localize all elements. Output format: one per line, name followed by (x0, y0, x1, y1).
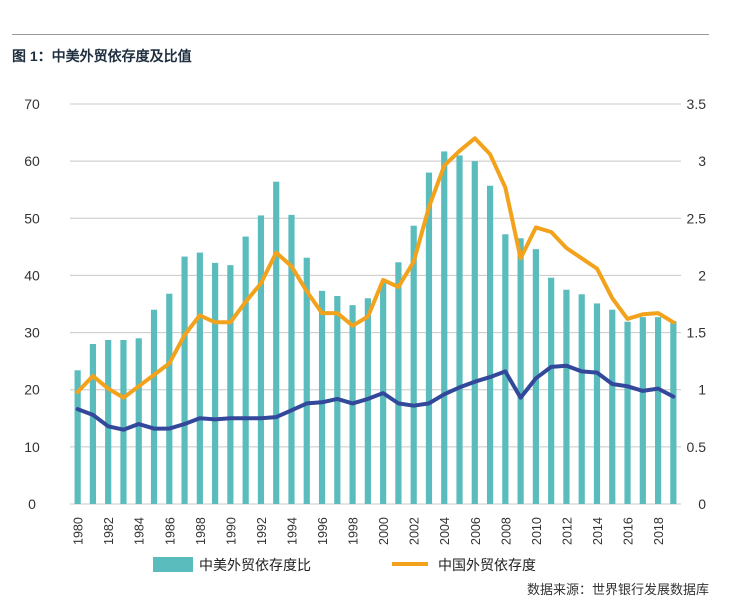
legend: 中美外贸依存度比 中国外贸依存度 (153, 557, 536, 573)
chart-title: 图 1：中美外贸依存度及比值 (12, 48, 192, 64)
x-tick-label: 1986 (163, 517, 177, 545)
right-tick-label: 2 (698, 267, 706, 283)
legend-swatch-bar (153, 557, 193, 572)
line-ratio (75, 363, 676, 432)
top-rule (12, 34, 709, 35)
bar-2007 (486, 185, 494, 504)
bar-1983 (120, 340, 127, 504)
bar-1985 (150, 309, 158, 504)
bar-1981 (89, 344, 97, 504)
bar-1984 (135, 338, 142, 504)
gridlines (70, 103, 681, 505)
x-tick-label: 2012 (560, 517, 574, 545)
x-tick-label: 1984 (133, 517, 147, 545)
x-tick-label: 1982 (102, 517, 116, 545)
x-tick-label: 1994 (285, 517, 299, 545)
x-tick-label: 1988 (194, 517, 208, 545)
bar-1996 (318, 290, 326, 504)
left-tick-label: 40 (24, 267, 40, 283)
bar-2016 (624, 321, 631, 504)
bar-1993 (273, 181, 280, 504)
x-tick-label: 2016 (622, 517, 636, 545)
x-tick-label: 2008 (499, 517, 513, 545)
bar-1999 (364, 298, 371, 504)
x-tick-label: 2004 (438, 517, 452, 545)
bar-1982 (105, 340, 112, 504)
left-tick-label: 10 (24, 439, 40, 455)
bar-2014 (593, 303, 601, 504)
x-tick-label: 2002 (408, 517, 422, 545)
right-tick-label: 0 (698, 496, 706, 512)
bar-1990 (227, 265, 234, 504)
line-china-dependence (75, 136, 676, 400)
x-tick-label: 2018 (652, 517, 666, 545)
right-axis-ticks: 0 0.5 1 1.5 2 2.5 3 3.5 (687, 96, 707, 512)
bar-1980 (74, 370, 81, 504)
legend-label-line: 中国外贸依存度 (438, 557, 536, 573)
bar-2012 (563, 289, 570, 504)
x-tick-label: 1992 (255, 517, 269, 545)
x-tick-label: 1980 (72, 517, 86, 545)
x-tick-label: 2000 (377, 517, 391, 545)
x-tick-label: 2006 (469, 517, 483, 545)
bar-2003 (425, 172, 433, 505)
bar-2018 (654, 317, 662, 504)
bar-1994 (288, 214, 295, 504)
left-tick-label: 0 (28, 496, 36, 512)
line-series (75, 136, 676, 432)
bar-1991 (242, 236, 249, 505)
source-note: 数据来源：世界银行发展数据库 (526, 582, 709, 597)
left-tick-label: 20 (24, 382, 40, 398)
left-tick-label: 50 (24, 210, 40, 226)
bar-2011 (548, 277, 555, 504)
x-tick-label: 1996 (316, 517, 330, 545)
bar-1995 (303, 257, 310, 504)
bar-1986 (166, 293, 173, 504)
right-tick-label: 1 (698, 382, 706, 398)
right-tick-label: 1.5 (687, 325, 707, 341)
x-tick-label: 2010 (530, 517, 544, 545)
bar-2019 (670, 321, 677, 504)
x-tick-label: 1998 (347, 517, 361, 545)
x-tick-label: 2014 (591, 517, 605, 545)
right-tick-label: 3.5 (687, 96, 707, 112)
bar-2015 (609, 309, 616, 504)
right-tick-label: 3 (698, 153, 706, 169)
bar-series (74, 151, 677, 505)
left-tick-label: 70 (24, 96, 40, 112)
bar-1987 (181, 256, 188, 504)
bar-1989 (212, 262, 219, 504)
x-tick-label: 1990 (224, 517, 238, 545)
bar-2004 (441, 151, 448, 504)
legend-label-bar: 中美外贸依存度比 (199, 557, 311, 573)
left-axis-ticks: 0 10 20 30 40 50 60 70 (24, 96, 40, 512)
bar-2017 (639, 317, 646, 504)
bar-1992 (257, 215, 265, 504)
bar-2009 (517, 238, 524, 505)
bar-1988 (196, 252, 203, 504)
left-tick-label: 60 (24, 153, 40, 169)
bar-2013 (578, 294, 585, 504)
right-tick-label: 2.5 (687, 210, 707, 226)
bar-2002 (410, 225, 417, 504)
x-axis-ticks: 1980 1982 1984 1986 1988 1990 1992 1994 1996 1998… (72, 517, 666, 545)
bar-2005 (456, 155, 463, 504)
bar-2006 (471, 161, 478, 504)
bar-2001 (395, 262, 402, 504)
right-tick-label: 0.5 (687, 439, 707, 455)
left-tick-label: 30 (24, 325, 40, 341)
bar-2008 (502, 234, 509, 505)
